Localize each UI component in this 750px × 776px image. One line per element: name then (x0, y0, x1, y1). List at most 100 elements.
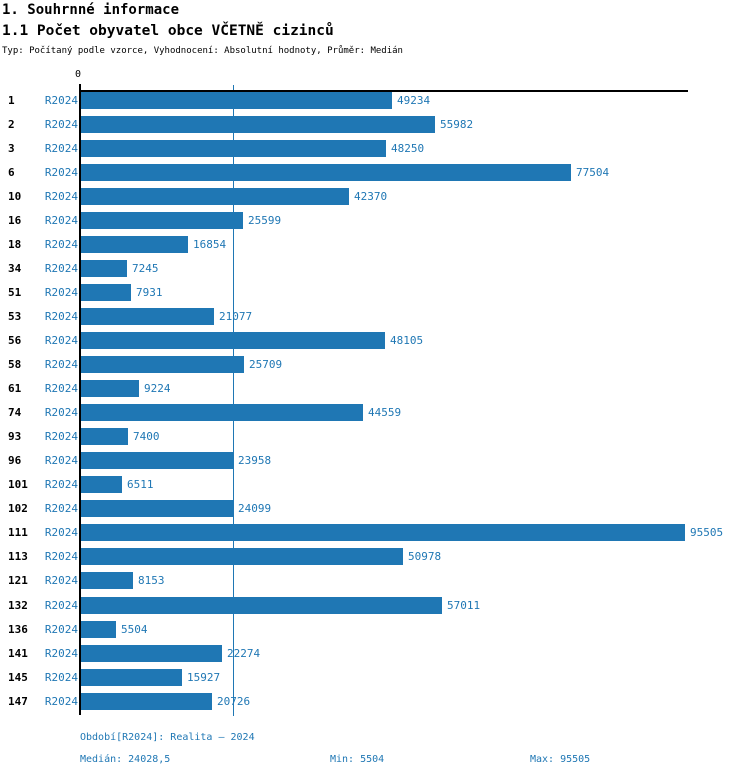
row-series-label: R2024 (44, 478, 78, 492)
table-row: 145 R2024 15927 (0, 665, 750, 689)
bar-value-label: 7931 (136, 285, 163, 299)
bar-value-label: 15927 (187, 670, 221, 684)
bar (81, 404, 363, 422)
row-category-label: 51 (8, 285, 22, 299)
bar (81, 259, 127, 277)
row-category-label: 93 (8, 430, 22, 444)
row-category-label: 6 (8, 165, 15, 179)
row-category-label: 56 (8, 333, 22, 347)
bar (81, 428, 128, 446)
footer-max: Max: 95505 (530, 754, 591, 765)
bar (81, 307, 214, 325)
bar (81, 163, 571, 181)
row-series-label: R2024 (44, 382, 78, 396)
bar (81, 620, 116, 638)
row-series-label: R2024 (44, 454, 78, 468)
footer-median: Medián: 24028,5 (80, 754, 171, 765)
bar (81, 331, 385, 349)
table-row: 121 R2024 8153 (0, 569, 750, 593)
table-row: 113 R2024 50978 (0, 545, 750, 569)
bar (81, 235, 188, 253)
bar (81, 211, 243, 229)
row-series-label: R2024 (44, 333, 78, 347)
row-category-label: 61 (8, 382, 22, 396)
footer-period: Období[R2024]: Realita – 2024 (80, 732, 255, 743)
table-row: 101 R2024 6511 (0, 473, 750, 497)
row-series-label: R2024 (44, 165, 78, 179)
table-row: 132 R2024 57011 (0, 593, 750, 617)
bar-value-label: 95505 (690, 526, 724, 540)
row-series-label: R2024 (44, 598, 78, 612)
bar (81, 572, 133, 590)
row-series-label: R2024 (44, 502, 78, 516)
row-category-label: 132 (8, 598, 28, 612)
table-row: 1 R2024 49234 (0, 88, 750, 112)
row-category-label: 1 (8, 93, 15, 107)
table-row: 16 R2024 25599 (0, 208, 750, 232)
bar (81, 500, 233, 518)
row-category-label: 16 (8, 213, 22, 227)
bar-value-label: 7245 (132, 261, 159, 275)
table-row: 74 R2024 44559 (0, 401, 750, 425)
row-series-label: R2024 (44, 213, 78, 227)
row-series-label: R2024 (44, 117, 78, 131)
bar-value-label: 9224 (144, 382, 171, 396)
table-row: 58 R2024 25709 (0, 353, 750, 377)
row-category-label: 58 (8, 358, 22, 372)
bar (81, 139, 386, 157)
row-category-label: 113 (8, 550, 28, 564)
bar (81, 668, 182, 686)
row-category-label: 18 (8, 237, 22, 251)
axis-zero-label: 0 (75, 69, 82, 80)
row-category-label: 34 (8, 261, 22, 275)
bar-value-label: 5504 (121, 622, 148, 636)
bar-chart-rows: 1 R2024 49234 2 R2024 55982 3 R2024 48250 6 R2024 7… (0, 88, 750, 713)
bar-value-label: 57011 (447, 598, 481, 612)
table-row: 136 R2024 5504 (0, 617, 750, 641)
bar-value-label: 42370 (354, 189, 388, 203)
row-series-label: R2024 (44, 189, 78, 203)
bar (81, 524, 685, 542)
bar (81, 187, 349, 205)
row-series-label: R2024 (44, 285, 78, 299)
row-category-label: 74 (8, 406, 22, 420)
bar-value-label: 55982 (440, 117, 474, 131)
bar-value-label: 21077 (219, 309, 253, 323)
row-series-label: R2024 (44, 646, 78, 660)
footer-min: Min: 5504 (330, 754, 385, 765)
bar (81, 356, 244, 374)
table-row: 141 R2024 22274 (0, 641, 750, 665)
row-series-label: R2024 (44, 694, 78, 708)
row-category-label: 102 (8, 502, 28, 516)
row-category-label: 96 (8, 454, 22, 468)
row-category-label: 2 (8, 117, 15, 131)
row-category-label: 111 (8, 526, 28, 540)
row-category-label: 141 (8, 646, 28, 660)
bar-value-label: 48250 (391, 141, 425, 155)
bar-value-label: 16854 (193, 237, 227, 251)
row-series-label: R2024 (44, 358, 78, 372)
row-category-label: 136 (8, 622, 28, 636)
table-row: 18 R2024 16854 (0, 232, 750, 256)
row-category-label: 147 (8, 694, 28, 708)
table-row: 34 R2024 7245 (0, 256, 750, 280)
table-row: 96 R2024 23958 (0, 449, 750, 473)
row-series-label: R2024 (44, 93, 78, 107)
table-row: 102 R2024 24099 (0, 497, 750, 521)
chart-subtitle: 1.1 Počet obyvatel obce VČETNĚ cizinců (2, 23, 334, 39)
bar (81, 380, 139, 398)
table-row: 10 R2024 42370 (0, 184, 750, 208)
bar-value-label: 20726 (217, 694, 251, 708)
table-row: 6 R2024 77504 (0, 160, 750, 184)
median-gridline (233, 85, 234, 716)
bar-value-label: 7400 (133, 430, 160, 444)
row-category-label: 121 (8, 574, 28, 588)
table-row: 61 R2024 9224 (0, 377, 750, 401)
bar (81, 548, 403, 566)
row-series-label: R2024 (44, 550, 78, 564)
x-axis-line (79, 90, 688, 92)
row-series-label: R2024 (44, 406, 78, 420)
bar-value-label: 25709 (249, 358, 283, 372)
bar-value-label: 77504 (576, 165, 610, 179)
bar (81, 283, 131, 301)
